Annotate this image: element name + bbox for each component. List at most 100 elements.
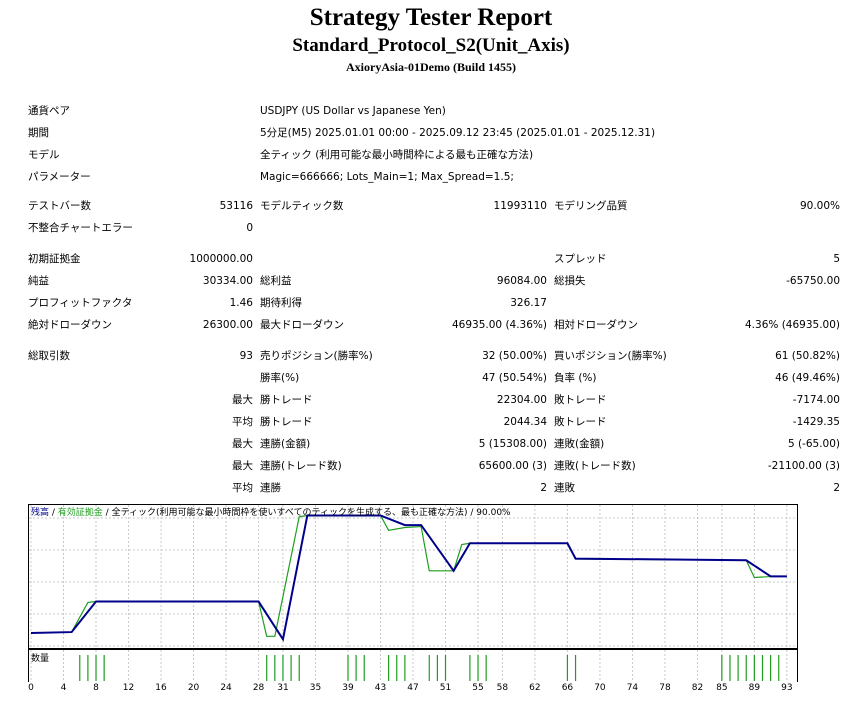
max-consec-profit-label: 連勝(トレード数) [260, 460, 342, 472]
legend-quality: 90.00% [476, 508, 511, 518]
absolute-drawdown-value: 26300.00 [202, 319, 253, 331]
expected-payoff-label: 期待利得 [260, 297, 302, 309]
average-win-label: 勝トレード [260, 416, 313, 428]
gross-loss-value: -65750.00 [786, 275, 840, 287]
x-tick-label: 8 [93, 683, 99, 693]
x-tick-label: 78 [659, 683, 671, 693]
balance-chart: 1063167104586910285711011272993974 残高 / … [28, 504, 800, 682]
long-positions-value: 61 (50.82%) [775, 350, 840, 362]
max-consec-profit-value: 65600.00 (3) [478, 460, 547, 472]
largest-win-value: 22304.00 [496, 394, 547, 406]
average-loss-label: 敗トレード [554, 416, 607, 428]
x-tick-label: 43 [374, 683, 387, 693]
period-label: 期間 [28, 127, 49, 139]
legend-model: 全ティック(利用可能な最小時間枠を使いすべてのティックを生成する、最も正確な方法… [112, 506, 468, 518]
net-profit-label: 純益 [28, 275, 49, 287]
avg-consec-losses-label: 連敗 [554, 482, 575, 494]
maximal-drawdown-label: 最大ドローダウン [260, 319, 344, 331]
mismatch-value: 0 [246, 222, 253, 234]
test-bars-value: 53116 [219, 200, 253, 212]
relative-drawdown-label: 相対ドローダウン [554, 319, 638, 331]
x-tick-label: 31 [277, 683, 289, 693]
x-tick-label: 20 [187, 683, 200, 693]
x-tick-label: 12 [122, 683, 135, 693]
average-loss-value: -1429.35 [792, 416, 840, 428]
x-tick-label: 85 [716, 683, 728, 693]
legend-equity: 有効証拠金 [58, 506, 103, 518]
maximal-drawdown-value: 46935.00 (4.36%) [452, 319, 547, 331]
expected-payoff-value: 326.17 [510, 297, 547, 309]
main-plot-frame [28, 504, 798, 649]
loss-rate-value: 46 (49.46%) [775, 372, 840, 384]
model-ticks-label: モデルティック数 [260, 200, 344, 212]
period-value: 5分足(M5) 2025.01.01 00:00 - 2025.09.12 23… [260, 127, 656, 139]
largest-loss-label: 敗トレード [554, 394, 607, 406]
average-win-value: 2044.34 [503, 416, 547, 428]
x-tick-label: 55 [472, 683, 484, 693]
x-tick-label: 39 [342, 683, 354, 693]
x-tick-label: 66 [561, 683, 574, 693]
long-positions-label: 買いポジション(勝率%) [554, 350, 667, 362]
gross-loss-label: 総損失 [554, 275, 586, 287]
x-tick-label: 82 [691, 683, 704, 693]
max-consec-wins-label: 連勝(金額) [260, 438, 311, 450]
legend-balance: 残高 [31, 506, 49, 518]
spread-value: 5 [833, 253, 840, 265]
profit-factor-label: プロフィットファクタ [28, 297, 133, 309]
absolute-drawdown-label: 絶対ドローダウン [28, 319, 112, 331]
x-tick-label: 93 [781, 683, 793, 693]
x-tick-label: 89 [748, 683, 761, 693]
relative-drawdown-value: 4.36% (46935.00) [745, 319, 840, 331]
spread-label: スプレッド [554, 253, 607, 265]
model-quality-value: 90.00% [799, 200, 840, 212]
total-trades-value: 93 [239, 350, 253, 362]
max-consec-loss-value: -21100.00 (3) [767, 460, 840, 472]
symbol-value: USDJPY (US Dollar vs Japanese Yen) [260, 105, 446, 117]
largest-loss-value: -7174.00 [792, 394, 840, 406]
loss-rate-label: 負率 (%) [554, 372, 597, 384]
avg-consec-losses-value: 2 [833, 482, 840, 494]
avg-consec-wins-value: 2 [540, 482, 547, 494]
parameters-label: パラメーター [28, 171, 91, 183]
initial-deposit-value: 1000000.00 [189, 253, 253, 265]
win-rate-value: 47 (50.54%) [482, 372, 547, 384]
max-consec-wins-value: 5 (15308.00) [478, 438, 547, 450]
balance-chart-svg: 1063167104586910285711011272993974 残高 / … [28, 504, 798, 682]
short-positions-value: 32 (50.00%) [482, 350, 547, 362]
avg-consec-wins-label: 連勝 [260, 482, 281, 494]
max-consec-losses-value: 5 (-65.00) [787, 438, 840, 450]
largest-qualifier: 最大 [232, 394, 253, 406]
average-qualifier: 平均 [232, 416, 253, 428]
x-tick-label: 16 [155, 683, 167, 693]
chart-legend: 残高 / 有効証拠金 / 全ティック(利用可能な最小時間枠を使いすべてのティック… [31, 506, 511, 518]
initial-deposit-label: 初期証拠金 [28, 253, 81, 265]
model-quality-label: モデリング品質 [554, 200, 628, 212]
gross-profit-value: 96084.00 [496, 275, 547, 287]
legend-sep-2: / [103, 508, 112, 518]
short-positions-label: 売りポジション(勝率%) [260, 350, 373, 362]
gross-profit-label: 総利益 [260, 275, 292, 287]
model-value: 全ティック (利用可能な最小時間枠による最も正確な方法) [260, 149, 534, 161]
x-tick-label: 74 [626, 683, 639, 693]
total-trades-label: 総取引数 [28, 350, 70, 362]
x-tick-label: 28 [252, 683, 265, 693]
x-axis-labels: 0 4 8 12 16 20 24 28 31 35 39 43 47 51 55 58 62 66 70 74 78 8… [28, 683, 800, 697]
model-ticks-value: 11993110 [493, 200, 547, 212]
max-consec-losses-label: 連敗(金額) [554, 438, 605, 450]
legend-sep-3: / [468, 508, 477, 518]
avg-consec-qualifier: 平均 [232, 482, 253, 494]
mismatch-label: 不整合チャートエラー [28, 222, 133, 234]
x-tick-label: 51 [439, 683, 452, 693]
max-consec-count-qualifier: 最大 [232, 460, 253, 472]
symbol-label: 通貨ペア [28, 105, 70, 117]
legend-sep-1: / [49, 508, 58, 518]
expert-name: Standard_Protocol_S2(Unit_Axis) [292, 35, 570, 56]
x-tick-label: 58 [496, 683, 509, 693]
report-title: Strategy Tester Report [309, 4, 553, 31]
largest-win-label: 勝トレード [260, 394, 313, 406]
parameters-value: Magic=666666; Lots_Main=1; Max_Spread=1.… [260, 171, 514, 183]
test-bars-label: テストバー数 [28, 200, 91, 212]
x-tick-label: 35 [309, 683, 322, 693]
balance-line [30, 514, 787, 642]
max-consec-loss-label: 連敗(トレード数) [554, 460, 636, 472]
